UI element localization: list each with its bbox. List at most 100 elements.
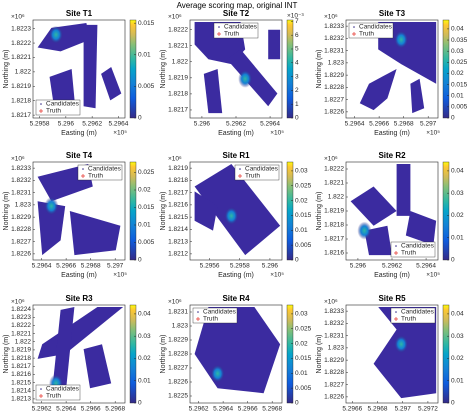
- hot-spot: [238, 69, 253, 88]
- colorbar-tick-label: 0.025: [138, 169, 155, 176]
- colorbar-tick-label: 0.02: [451, 70, 464, 77]
- y-tick-label: 1.8228: [324, 369, 344, 376]
- y-tick-label: 1.823: [328, 345, 345, 352]
- legend-marker: [239, 168, 241, 170]
- y-tick-label: 1.8228: [11, 226, 31, 233]
- legend-box: [390, 241, 436, 258]
- y-tick-label: 1.8227: [168, 365, 188, 372]
- colorbar-tick-label: 0.02: [295, 340, 308, 347]
- y-axis-label: Northing (m): [3, 50, 10, 89]
- y-tick-label: 1.8214: [168, 226, 188, 233]
- colorbar-tick-label: 0: [295, 400, 299, 407]
- x-multiplier: ×10⁵: [113, 272, 127, 279]
- legend-label: Candidates: [224, 24, 258, 31]
- legend-label: Candidates: [203, 309, 237, 316]
- y-tick-label: 1.8218: [11, 97, 31, 104]
- legend-label: Candidates: [401, 309, 435, 316]
- x-tick-label: 5.296: [350, 263, 367, 270]
- subplot-title: Site T3: [379, 9, 406, 18]
- y-tick-label: 1.823: [328, 60, 345, 67]
- y-tick-label: 1.8218: [168, 177, 188, 184]
- colorbar-tick-label: 0.025: [451, 59, 468, 66]
- y-tick-label: 1.822: [15, 69, 32, 76]
- x-multiplier: ×10⁵: [426, 130, 440, 137]
- x-tick-label: 5.2962: [226, 121, 246, 128]
- y-multiplier: ×10⁶: [168, 156, 182, 163]
- y-tick-label: 1.8223: [11, 25, 31, 32]
- colorbar-tick-label: 0.01: [138, 222, 151, 229]
- colorbar: [129, 19, 137, 119]
- colorbar-tick-label: 0: [295, 115, 299, 122]
- y-tick-label: 1.8232: [324, 320, 344, 327]
- subplot: Site R1 1.8212 1.8213 1.8214 1.8215 1.8216 1.8…: [160, 151, 312, 279]
- y-tick-label: 1.8222: [11, 322, 31, 329]
- y-axis-label: Northing (m): [316, 50, 323, 89]
- site-area: [359, 69, 397, 111]
- y-tick-label: 1.8212: [168, 251, 188, 258]
- x-tick-label: 5.2958: [230, 263, 250, 270]
- y-tick-label: 1.8221: [11, 54, 31, 61]
- x-multiplier: ×10⁵: [113, 130, 127, 137]
- legend-marker: [40, 103, 42, 105]
- y-tick-label: 1.8231: [11, 189, 31, 196]
- hot-spot: [44, 197, 59, 216]
- y-axis-label: Northing (m): [160, 50, 167, 89]
- legend-marker: [40, 388, 42, 390]
- legend-marker: [395, 245, 397, 247]
- site-area: [405, 211, 437, 246]
- x-tick-label: 5.2964: [32, 263, 52, 270]
- y-tick-label: 1.822: [328, 194, 345, 201]
- x-tick-label: 5.2964: [416, 263, 436, 270]
- site-area: [350, 186, 397, 226]
- y-tick-label: 1.8229: [168, 337, 188, 344]
- y-tick-label: 1.8215: [11, 379, 31, 386]
- colorbar-tick-label: 0.005: [138, 83, 155, 90]
- colorbar-tick-label: 0.025: [295, 182, 312, 189]
- colorbar-tick-label: 0.015: [295, 212, 312, 219]
- legend-label: Truth: [401, 316, 416, 323]
- site-area: [101, 67, 122, 101]
- site-area: [83, 24, 98, 109]
- y-tick-label: 1.8222: [11, 40, 31, 47]
- x-tick-label: 5.2956: [200, 263, 220, 270]
- y-tick-label: 1.8231: [324, 47, 344, 54]
- legend-box: [234, 164, 280, 181]
- legend-marker: [395, 311, 397, 313]
- colorbar-tick-label: 0.005: [451, 104, 468, 111]
- x-axis-label: Easting (m): [218, 130, 254, 137]
- subplot: Site T2 1.8217 1.8218 1.8219 1.822 1.8221 1.82…: [160, 9, 305, 137]
- y-tick-label: 1.8217: [324, 236, 344, 243]
- y-tick-label: 1.8218: [168, 91, 188, 98]
- colorbar-tick-label: 0.02: [138, 355, 151, 362]
- colorbar-tick-label: 0.04: [451, 168, 464, 175]
- legend-label: Truth: [359, 31, 374, 38]
- site-area: [373, 306, 437, 399]
- colorbar: [286, 19, 294, 119]
- x-axis-label: Easting (m): [61, 272, 97, 279]
- legend-box: [348, 22, 394, 39]
- colorbar-tick-label: 3: [295, 73, 299, 80]
- colorbar-tick-label: 0.015: [451, 81, 468, 88]
- y-axis-label: Northing (m): [160, 335, 167, 374]
- legend-box: [390, 307, 436, 324]
- y-tick-label: 1.8227: [11, 238, 31, 245]
- axes-box: [32, 304, 126, 404]
- site-area: [268, 29, 281, 60]
- y-tick-label: 1.822: [172, 58, 189, 65]
- hot-spot: [224, 206, 239, 225]
- colorbar-tick-label: 0.01: [451, 234, 464, 241]
- colorbar: [286, 304, 294, 404]
- subplot-title: Site R5: [378, 294, 406, 303]
- y-tick-label: 1.8219: [168, 75, 188, 82]
- colorbar-tick-label: 7: [295, 18, 299, 25]
- colorbar-tick-label: 0.03: [451, 190, 464, 197]
- subplot-title: Site R4: [222, 294, 250, 303]
- y-tick-label: 1.8229: [324, 72, 344, 79]
- y-tick-label: 1.8216: [168, 202, 188, 209]
- y-tick-label: 1.8226: [168, 379, 188, 386]
- legend-marker: [82, 168, 84, 170]
